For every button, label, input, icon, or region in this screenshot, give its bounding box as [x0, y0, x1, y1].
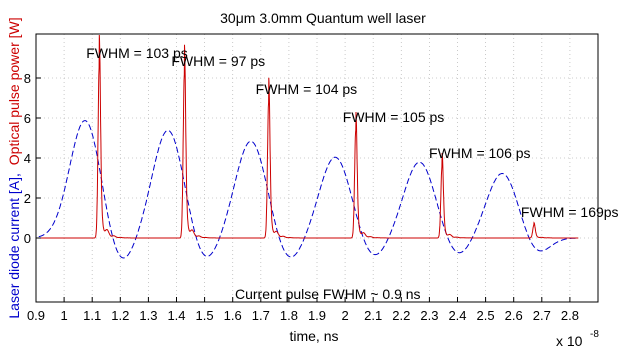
- optical-series: [38, 34, 579, 239]
- x-tick-label: 2.8: [561, 308, 579, 323]
- optical-line: [38, 34, 579, 239]
- fwhm-label: FWHM = 105 ps: [343, 109, 445, 125]
- fwhm-label: FWHM = 103 ps: [86, 45, 188, 61]
- x-tick-label: 1: [60, 308, 67, 323]
- x-multiplier-base: x 10: [556, 333, 583, 349]
- x-axis-ticks: 0.9 1 1.1 1.2 1.3 1.4 1.5 1.6 1.7 1.8 1.9 2 2.1 2.2 2.…: [27, 297, 579, 323]
- x-multiplier-exponent: -8: [590, 329, 599, 340]
- y-tick-label: 8: [24, 71, 31, 86]
- x-tick-label: 2.7: [533, 308, 551, 323]
- x-axis-label: time, ns: [289, 328, 338, 344]
- fwhm-label: FWHM = 97 ps: [171, 53, 265, 69]
- current-series: [38, 120, 579, 259]
- y-tick-label: 0: [24, 231, 31, 246]
- x-tick-label: 2: [341, 308, 348, 323]
- x-tick-label: 0.9: [27, 308, 45, 323]
- x-tick-label: 1.4: [167, 308, 185, 323]
- x-tick-label: 1.3: [139, 308, 157, 323]
- current-line: [38, 120, 579, 259]
- fwhm-label: FWHM = 106 ps: [429, 145, 531, 161]
- y-tick-label: 4: [24, 151, 31, 166]
- gridlines: [36, 34, 598, 302]
- x-tick-label: 1.7: [252, 308, 270, 323]
- x-tick-label: 2.2: [392, 308, 410, 323]
- x-tick-label: 2.3: [420, 308, 438, 323]
- y-axis-label-current: Laser diode current [A],: [6, 173, 22, 319]
- x-tick-label: 1.8: [280, 308, 298, 323]
- x-tick-label: 2.6: [505, 308, 523, 323]
- x-tick-label: 1.6: [224, 308, 242, 323]
- fwhm-label: FWHM = 169ps: [521, 204, 619, 220]
- x-tick-label: 1.2: [111, 308, 129, 323]
- x-tick-label: 2.5: [477, 308, 495, 323]
- y-axis-label-optical: Optical pulse power [W]: [6, 17, 22, 165]
- x-tick-label: 2.4: [448, 308, 466, 323]
- y-tick-label: 2: [24, 191, 31, 206]
- chart-title: 30μm 3.0mm Quantum well laser: [220, 10, 426, 26]
- y-axis-label: Laser diode current [A], Optical pulse p…: [6, 17, 22, 318]
- fwhm-label: FWHM = 104 ps: [256, 81, 358, 97]
- x-tick-label: 1.1: [83, 308, 101, 323]
- x-tick-label: 2.1: [364, 308, 382, 323]
- y-tick-label: 6: [24, 111, 31, 126]
- current-fwhm-annotation: Current pulse FWHM ~ 0.9 ns: [235, 286, 421, 302]
- x-tick-label: 1.5: [196, 308, 214, 323]
- y-axis-ticks: 0 2 4 6 8: [24, 71, 41, 246]
- x-tick-label: 1.9: [308, 308, 326, 323]
- x-multiplier: x 10 -8: [556, 329, 599, 349]
